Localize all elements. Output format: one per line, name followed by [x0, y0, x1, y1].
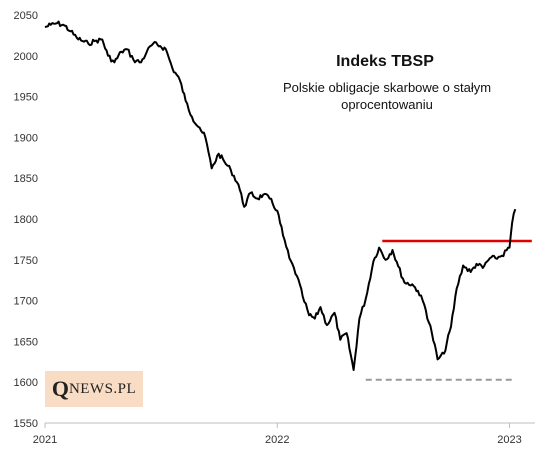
y-tick-label: 1800 [14, 214, 38, 226]
y-tick-label: 1900 [14, 132, 38, 144]
x-axis: 2021 2022 2023 [33, 423, 522, 446]
logo-text: NEWS.PL [68, 380, 137, 397]
x-tick-label: 2021 [33, 434, 57, 446]
chart-subtitle-line-2: oprocentowaniu [341, 97, 433, 112]
y-tick-label: 1850 [14, 173, 38, 185]
annotations [365, 239, 532, 381]
y-tick-label: 1600 [14, 377, 38, 389]
y-tick-label: 1750 [14, 255, 38, 267]
x-tick-label: 2023 [497, 434, 521, 446]
series-group [44, 20, 517, 371]
logo-q: Q [51, 376, 69, 401]
y-axis: 1550 1600 1650 1700 1750 1800 1850 1900 1950 2000… [14, 10, 38, 430]
y-tick-label: 1650 [14, 336, 38, 348]
chart-title: Indeks TBSP [336, 53, 434, 70]
qnews-logo: Q NEWS.PL [45, 371, 143, 407]
tbsp-series-line [44, 20, 517, 371]
y-tick-label: 2050 [14, 10, 38, 22]
y-tick-label: 2000 [14, 51, 38, 63]
y-tick-label: 1550 [14, 418, 38, 430]
y-tick-label: 1700 [14, 296, 38, 308]
y-tick-label: 1950 [14, 92, 38, 104]
chart-subtitle-line-1: Polskie obligacje skarbowe o stałym [283, 80, 491, 95]
x-tick-label: 2022 [265, 434, 289, 446]
